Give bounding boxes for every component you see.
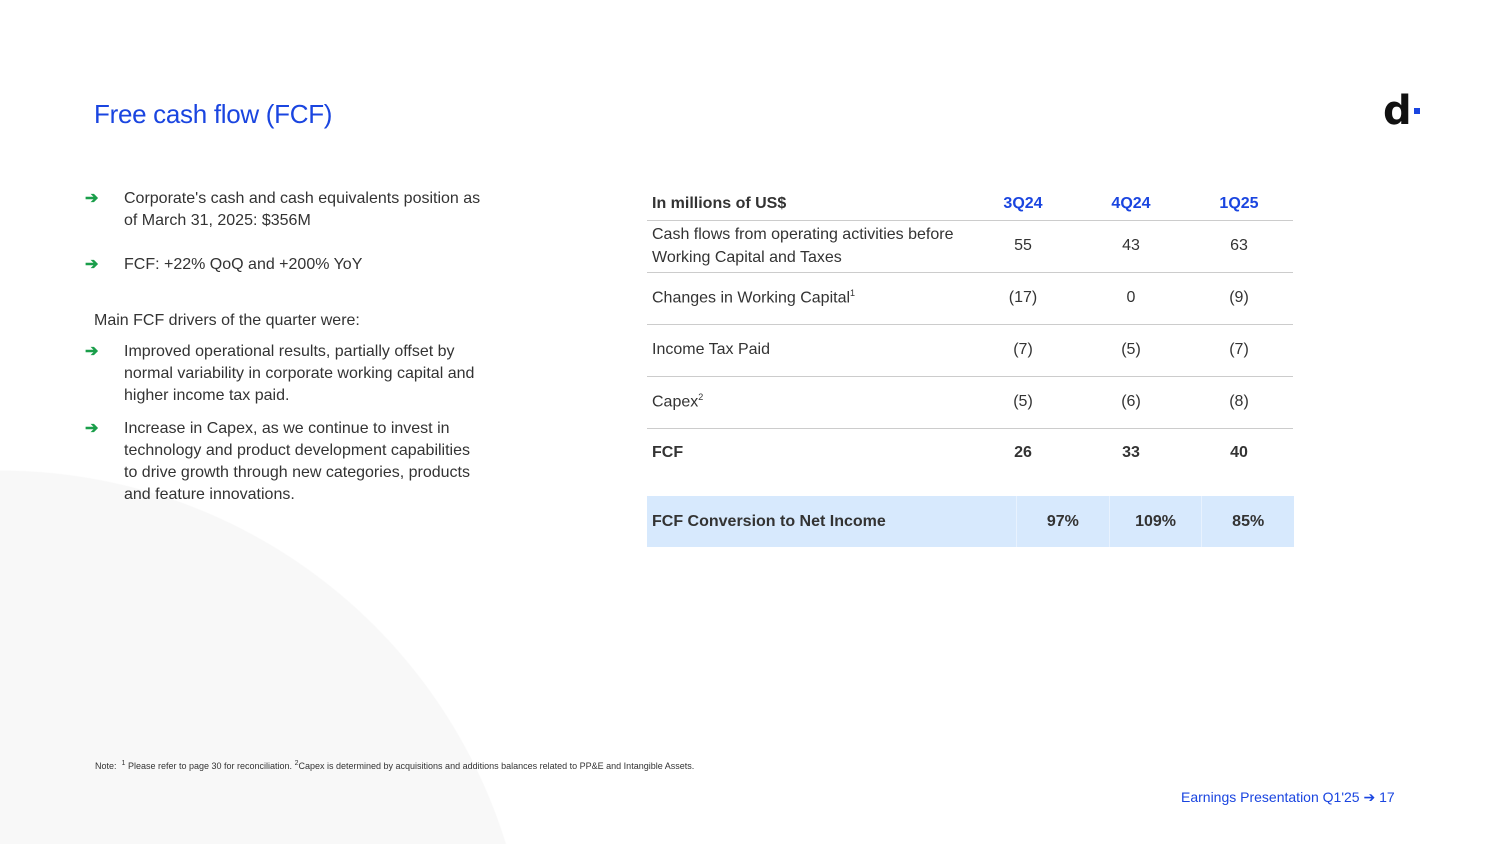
cell: 40 <box>1230 444 1248 462</box>
arrow-icon: ➔ <box>85 190 99 207</box>
row-label: Capex <box>652 393 699 411</box>
cell: (7) <box>969 324 1077 377</box>
cell: 85% <box>1201 496 1295 547</box>
table-row: Changes in Working Capital1 (17) 0 (9) <box>647 272 1293 325</box>
footer: Earnings Presentation Q1'25 ➔ 17 <box>1181 789 1395 806</box>
cell: 43 <box>1077 220 1185 273</box>
cell: (8) <box>1185 376 1293 429</box>
row-label: FCF Conversion to Net Income <box>647 496 1017 547</box>
footnote-ref: 2 <box>698 392 704 403</box>
arrow-icon: ➔ <box>1363 789 1376 805</box>
drivers-heading: Main FCF drivers of the quarter were: <box>94 312 360 329</box>
table-row: Cash flows from operating activities bef… <box>647 220 1293 273</box>
row-label: Changes in Working Capital <box>652 289 851 307</box>
cell: 55 <box>969 220 1077 273</box>
row-label: Income Tax Paid <box>652 341 770 358</box>
note-text: Capex is determined by acquisitions and … <box>298 761 695 771</box>
cell: 33 <box>1122 444 1140 462</box>
page-number: 17 <box>1379 789 1395 805</box>
table-header: In millions of US$ 3Q24 4Q24 1Q25 <box>647 188 1293 221</box>
cell: 0 <box>1077 272 1185 325</box>
bullet-item: ➔ Increase in Capex, as we continue to in… <box>85 420 471 503</box>
page-title: Free cash flow (FCF) <box>94 99 333 129</box>
bullet-item: ➔ Improved operational results, partially… <box>85 343 475 404</box>
table-row-fcf: FCF 26 33 40 <box>647 428 1293 478</box>
fcf-table: In millions of US$ 3Q24 4Q24 1Q25 Cash f… <box>647 188 1293 478</box>
cell: 109% <box>1108 496 1202 547</box>
cell: 97% <box>1016 496 1109 547</box>
cell: (5) <box>969 376 1077 429</box>
arrow-icon: ➔ <box>85 420 99 437</box>
cell: (6) <box>1077 376 1185 429</box>
cell: (9) <box>1185 272 1293 325</box>
cell: (17) <box>969 272 1077 325</box>
logo-dot <box>1414 108 1420 114</box>
row-label: Cash flows from operating activities bef… <box>652 226 954 266</box>
footnote: Note: 1 Please refer to page 30 for reco… <box>95 760 694 771</box>
header-label: In millions of US$ <box>647 188 969 221</box>
bullet-item: ➔ FCF: +22% QoQ and +200% YoY <box>85 254 485 276</box>
cell: (7) <box>1185 324 1293 377</box>
table-row: Capex2 (5) (6) (8) <box>647 376 1293 429</box>
company-logo: d <box>1383 88 1412 134</box>
note-prefix: Note: <box>95 761 117 771</box>
cell: (5) <box>1077 324 1185 377</box>
note-text: Please refer to page 30 for reconciliati… <box>127 761 293 771</box>
table-row: Income Tax Paid (7) (5) (7) <box>647 324 1293 377</box>
header-4q24: 4Q24 <box>1077 188 1185 221</box>
footer-label: Earnings Presentation Q1'25 <box>1181 789 1360 805</box>
footnote-marker: 1 <box>121 760 126 767</box>
row-label: FCF <box>652 444 684 462</box>
fcf-conversion-row: FCF Conversion to Net Income 97% 109% 85… <box>647 496 1295 547</box>
background-arc <box>0 470 530 844</box>
arrow-icon: ➔ <box>85 343 99 360</box>
arrow-icon: ➔ <box>85 256 99 273</box>
footnote-ref: 1 <box>850 288 856 299</box>
cell: 63 <box>1185 220 1293 273</box>
header-1q25: 1Q25 <box>1185 188 1293 221</box>
cell: 26 <box>1014 444 1032 462</box>
header-3q24: 3Q24 <box>969 188 1077 221</box>
bullet-item: ➔ Corporate's cash and cash equivalents p… <box>85 190 481 229</box>
footnote-marker: 2 <box>294 760 299 767</box>
